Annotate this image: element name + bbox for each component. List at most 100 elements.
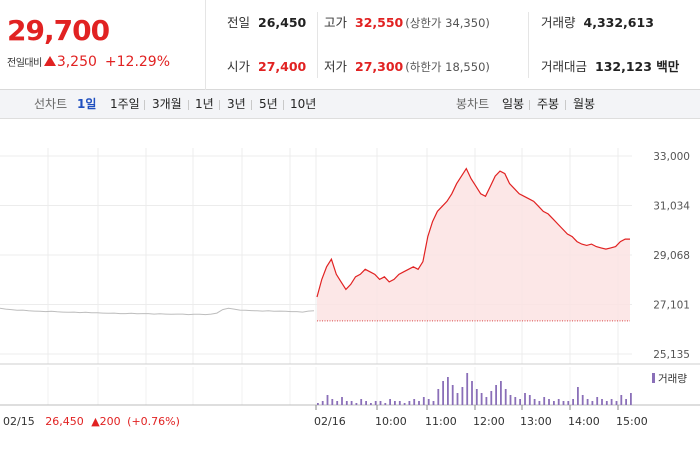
divider bbox=[219, 100, 220, 110]
stat-high: 고가 32,550 (상한가 34,350) bbox=[324, 13, 490, 33]
volume-bar bbox=[557, 399, 560, 405]
x-tick-label: 11:00 bbox=[425, 415, 457, 428]
today-price-line bbox=[316, 167, 630, 298]
change-label: 전일대비 bbox=[7, 58, 42, 69]
candle-chart-title: 봉차트 bbox=[456, 97, 490, 111]
divider bbox=[317, 12, 318, 78]
x-tick-label: 15:00 bbox=[616, 415, 648, 428]
volume-bar bbox=[562, 401, 565, 405]
stats-table: 전일 26,450 시가 27,400 고가 32,550 (상한가 34,350) 저… bbox=[207, 0, 700, 90]
volume-bar bbox=[601, 399, 603, 405]
y-tick-label: 33,000 bbox=[653, 151, 690, 163]
volume-bar bbox=[480, 393, 483, 405]
volume-bar bbox=[533, 399, 536, 405]
volume-bar bbox=[418, 401, 420, 405]
volume-bar bbox=[384, 403, 387, 405]
candle-daily[interactable]: 일봉 bbox=[502, 97, 525, 111]
up-arrow-icon bbox=[43, 56, 56, 66]
period-10y[interactable]: 10년 bbox=[290, 97, 317, 111]
y-tick-label: 31,034 bbox=[653, 201, 690, 213]
quote-panel: 29,700 전일대비 3,250 +12.29% 전일 26,450 시가 27,40… bbox=[0, 0, 700, 90]
today-price-area bbox=[317, 168, 630, 321]
x-tick-label: 02/16 bbox=[314, 415, 346, 428]
x-axis-labels: 02/16 10:00 11:00 12:00 13:00 14:00 15:00 bbox=[314, 405, 648, 428]
volume-bar bbox=[437, 389, 440, 405]
prev-day-price-line bbox=[0, 307, 315, 316]
change-line: 전일대비 3,250 +12.29% bbox=[7, 54, 170, 70]
volume-bar bbox=[336, 401, 339, 405]
period-1w[interactable]: 1주일 bbox=[110, 97, 140, 111]
volume-bar bbox=[581, 395, 584, 405]
volume-grid bbox=[0, 367, 700, 406]
prev-day-change-pct: (+0.76%) bbox=[127, 415, 180, 428]
volume-bar bbox=[379, 401, 382, 405]
divider bbox=[188, 100, 189, 110]
volume-bar bbox=[630, 393, 632, 405]
prev-day-close: 26,450 bbox=[45, 415, 84, 428]
stat-open: 시가 27,400 bbox=[227, 57, 306, 77]
stat-value: 32,550 bbox=[355, 15, 404, 30]
chart-toolbar: 선차트 1일 1주일 3개월 1년 3년 5년 10년 봉차트 일봉 주봉 월봉 bbox=[0, 90, 700, 119]
stat-label: 고가 bbox=[324, 15, 348, 30]
volume-bar bbox=[524, 393, 526, 405]
volume-bar bbox=[317, 403, 319, 405]
volume-bar bbox=[528, 395, 531, 405]
volume-legend: 거래량 bbox=[658, 373, 687, 385]
period-5y[interactable]: 5년 bbox=[259, 97, 278, 111]
volume-bar bbox=[596, 397, 599, 405]
volume-bar bbox=[519, 399, 521, 405]
prev-day-label: 02/15 bbox=[3, 415, 35, 428]
period-3y[interactable]: 3년 bbox=[227, 97, 246, 111]
stat-low: 저가 27,300 (하한가 18,550) bbox=[324, 57, 490, 77]
divider bbox=[283, 100, 284, 110]
divider bbox=[251, 100, 252, 110]
stat-turnover: 거래대금 132,123 백만 bbox=[541, 57, 679, 77]
divider bbox=[565, 100, 566, 110]
volume-bar bbox=[461, 387, 464, 405]
volume-bar bbox=[466, 373, 469, 405]
volume-bar bbox=[610, 399, 613, 405]
volume-bar bbox=[553, 401, 555, 405]
price-chart[interactable]: 33,000 31,034 29,068 27,101 25,135 02/16 10:0… bbox=[0, 119, 700, 450]
volume-bar bbox=[509, 395, 512, 405]
x-tick-label: 14:00 bbox=[568, 415, 600, 428]
volume-bar bbox=[625, 399, 627, 405]
volume-bar bbox=[432, 401, 435, 405]
volume-bar bbox=[577, 387, 579, 405]
volume-bar bbox=[360, 399, 363, 405]
volume-bar bbox=[321, 401, 324, 405]
y-tick-label: 27,101 bbox=[653, 300, 690, 312]
stat-label: 전일 bbox=[227, 15, 251, 30]
volume-bar bbox=[591, 401, 594, 405]
candle-weekly[interactable]: 주봉 bbox=[537, 97, 560, 111]
y-tick-label: 29,068 bbox=[653, 250, 690, 262]
volume-bar bbox=[567, 401, 570, 405]
period-1d[interactable]: 1일 bbox=[77, 97, 97, 111]
volume-bars bbox=[317, 373, 632, 405]
stat-label: 시가 bbox=[227, 59, 251, 74]
stat-value: 4,332,613 bbox=[583, 15, 654, 30]
volume-bar bbox=[572, 399, 574, 405]
x-tick-label: 10:00 bbox=[375, 415, 407, 428]
volume-bar bbox=[427, 399, 430, 405]
volume-bar bbox=[615, 401, 618, 405]
divider bbox=[144, 100, 145, 110]
volume-bar bbox=[500, 381, 502, 405]
period-1y[interactable]: 1년 bbox=[195, 97, 214, 111]
x-tick-label: 13:00 bbox=[520, 415, 552, 428]
candle-monthly[interactable]: 월봉 bbox=[573, 97, 596, 111]
volume-bar bbox=[538, 401, 541, 405]
volume-bar bbox=[490, 391, 493, 405]
current-price: 29,700 bbox=[7, 14, 110, 47]
volume-bar bbox=[485, 397, 488, 405]
volume-bar bbox=[331, 399, 334, 405]
stat-value: 27,300 bbox=[355, 59, 404, 74]
volume-bar bbox=[403, 403, 406, 405]
volume-bar bbox=[394, 401, 396, 405]
volume-bar bbox=[442, 381, 444, 405]
volume-bar bbox=[341, 397, 343, 405]
y-axis-labels: 33,000 31,034 29,068 27,101 25,135 bbox=[653, 151, 690, 361]
period-3m[interactable]: 3개월 bbox=[152, 97, 182, 111]
y-tick-label: 25,135 bbox=[653, 349, 690, 361]
divider bbox=[529, 100, 530, 110]
